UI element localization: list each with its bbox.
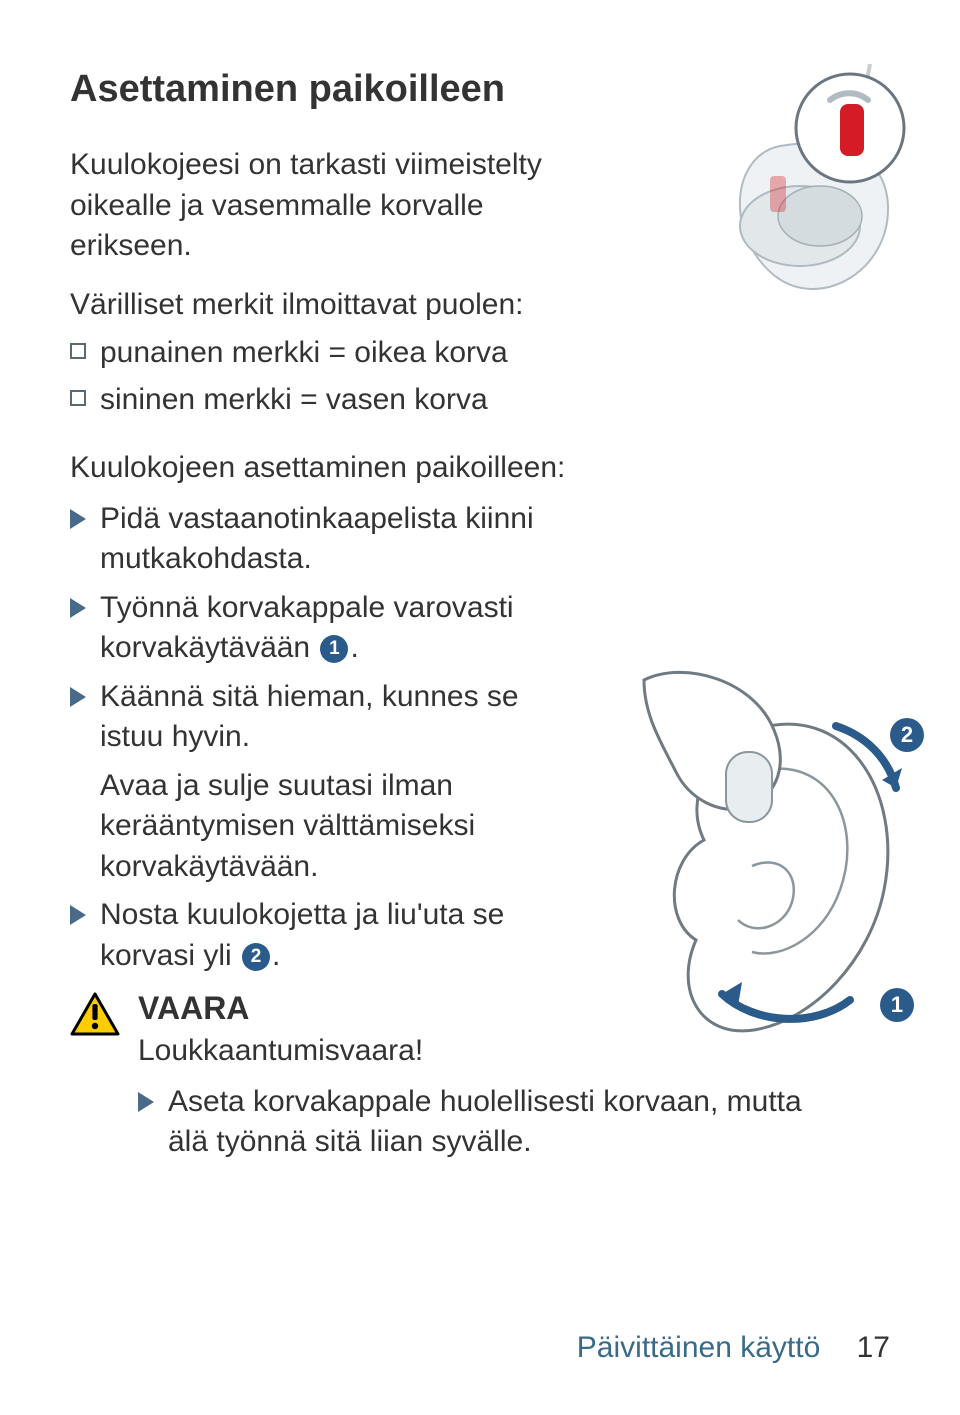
step-text: Työnnä korvakappale varovasti korvakäytä…: [100, 591, 514, 665]
warning-icon: [70, 992, 120, 1041]
square-bullet-icon: [70, 390, 86, 406]
list-item-label: Avaa ja sulje suutasi ilman kerääntymise…: [100, 769, 475, 883]
footer: Päivittäinen käyttö 17: [577, 1331, 890, 1365]
insert-illustration: 2 1: [604, 640, 924, 1060]
intro-text: Kuulokojeesi on tarkasti viimeistelty oi…: [70, 145, 590, 267]
list-item: sininen merkki = vasen korva: [70, 380, 890, 421]
number-badge-icon: 1: [880, 988, 914, 1022]
triangle-bullet-icon: [70, 905, 86, 925]
list-item: punainen merkki = oikea korva: [70, 333, 890, 374]
list-item-label: sininen merkki = vasen korva: [100, 380, 488, 421]
step-tail: .: [350, 631, 358, 664]
list-item: Avaa ja sulje suutasi ilman kerääntymise…: [100, 766, 580, 888]
page-number: 17: [857, 1331, 890, 1364]
marker-list: punainen merkki = oikea korva sininen me…: [70, 333, 890, 420]
triangle-bullet-icon: [70, 687, 86, 707]
number-badge-icon: 2: [242, 943, 270, 971]
assign-heading: Kuulokojeen asettaminen paikoilleen:: [70, 448, 890, 489]
square-bullet-icon: [70, 343, 86, 359]
earpiece-illustration: [670, 56, 920, 336]
triangle-bullet-icon: [70, 509, 86, 529]
list-item: Pidä vastaanotinkaapelista kiinni mutkak…: [70, 499, 890, 580]
list-item-label: punainen merkki = oikea korva: [100, 333, 508, 374]
step-tail: .: [272, 939, 280, 972]
step-text: Nosta kuulokojetta ja liu'uta se korvasi…: [100, 898, 504, 972]
list-item-label: Käännä sitä hieman, kunnes se istuu hyvi…: [100, 677, 580, 758]
triangle-bullet-icon: [138, 1092, 154, 1112]
list-item-label: Nosta kuulokojetta ja liu'uta se korvasi…: [100, 895, 580, 976]
number-badge-icon: 1: [320, 635, 348, 663]
warning-body: Aseta korvakappale huolellisesti korvaan…: [168, 1082, 808, 1163]
list-item-label: Pidä vastaanotinkaapelista kiinni mutkak…: [100, 499, 580, 580]
list-item-label: Työnnä korvakappale varovasti korvakäytä…: [100, 588, 580, 669]
triangle-bullet-icon: [70, 598, 86, 618]
number-badge-icon: 2: [890, 718, 924, 752]
footer-label: Päivittäinen käyttö: [577, 1331, 820, 1364]
